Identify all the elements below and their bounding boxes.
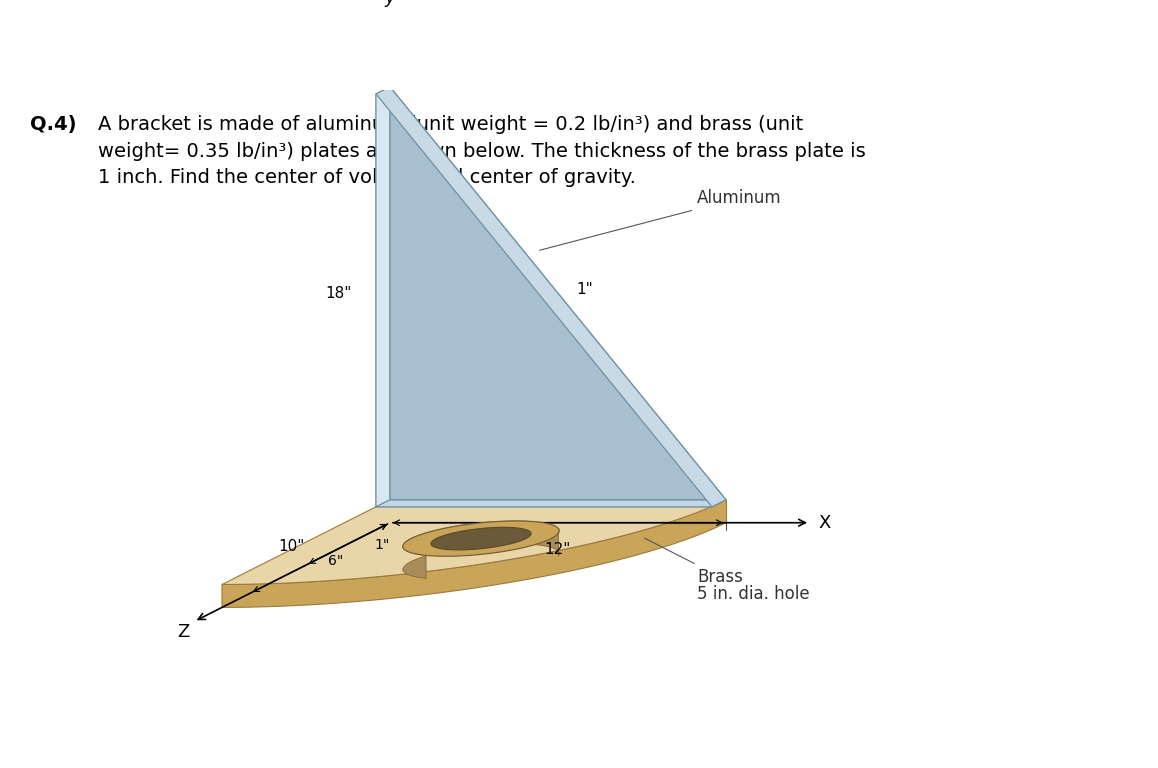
Polygon shape (376, 94, 712, 507)
Text: 1": 1" (576, 283, 593, 297)
Polygon shape (403, 521, 559, 556)
Text: X: X (818, 514, 830, 531)
Polygon shape (390, 500, 726, 523)
Text: 6": 6" (328, 554, 343, 568)
Polygon shape (403, 521, 559, 578)
Polygon shape (390, 87, 726, 500)
Text: 5": 5" (408, 422, 424, 435)
Text: 1 inch. Find the center of volume and center of gravity.: 1 inch. Find the center of volume and ce… (98, 168, 636, 187)
Polygon shape (376, 87, 390, 507)
Text: Aluminum: Aluminum (540, 189, 782, 250)
Text: 18": 18" (325, 286, 352, 301)
Polygon shape (431, 528, 532, 550)
Polygon shape (222, 500, 726, 607)
Text: 5 in. dia. hole: 5 in. dia. hole (697, 585, 809, 603)
Text: A bracket is made of aluminum (unit weight = 0.2 lb/in³) and brass (unit: A bracket is made of aluminum (unit weig… (98, 115, 804, 134)
Text: Z: Z (177, 624, 190, 641)
Text: weight= 0.35 lb/in³) plates as shown below. The thickness of the brass plate is: weight= 0.35 lb/in³) plates as shown bel… (98, 141, 866, 161)
Text: 10": 10" (279, 538, 305, 554)
Text: 12": 12" (544, 542, 571, 557)
Text: Brass: Brass (645, 538, 743, 585)
Polygon shape (376, 87, 726, 507)
Polygon shape (222, 500, 726, 584)
Text: Q.4): Q.4) (30, 115, 76, 134)
Polygon shape (376, 500, 726, 507)
Text: y: y (384, 0, 395, 8)
Text: 1": 1" (374, 538, 390, 551)
